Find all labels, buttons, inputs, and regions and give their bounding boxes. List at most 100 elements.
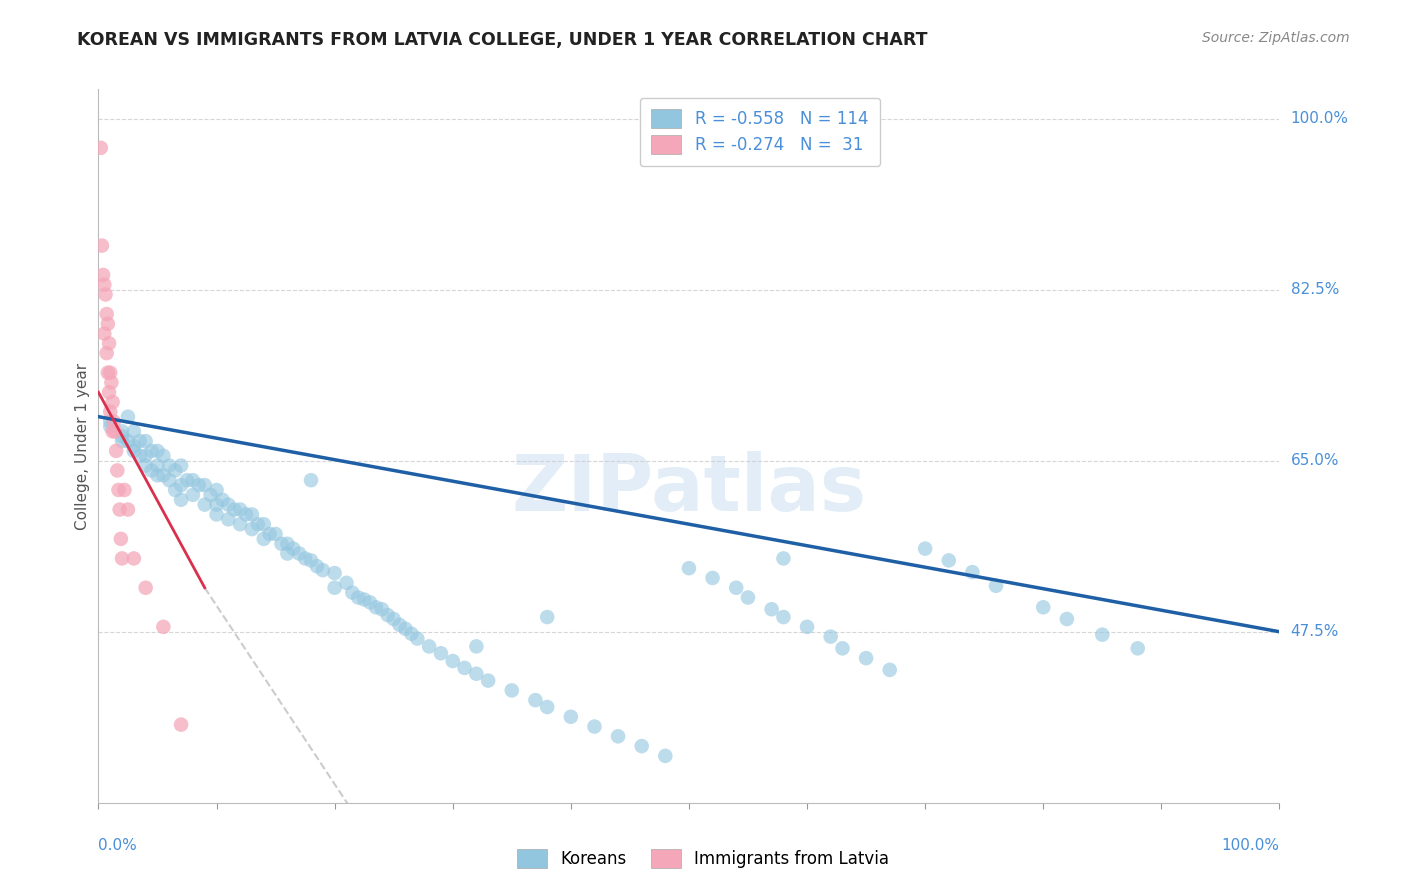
Point [962,565,984,579]
Point [737,591,759,605]
Point [879,663,901,677]
Point [200,488,222,502]
Point [725,581,748,595]
Point [146,458,169,473]
Point [359,595,381,609]
Point [170,478,193,492]
Point [194,498,217,512]
Point [477,673,499,688]
Point [111,551,134,566]
Point [235,508,257,522]
Point [702,571,724,585]
Point [377,608,399,623]
Text: 0.0%: 0.0% [98,838,138,854]
Point [453,661,475,675]
Point [170,492,193,507]
Point [91,268,114,282]
Point [141,443,163,458]
Point [1091,628,1114,642]
Point [135,449,157,463]
Point [430,646,453,660]
Point [276,547,298,561]
Point [560,710,582,724]
Point [176,473,198,487]
Point [388,618,411,632]
Point [97,366,120,380]
Point [240,522,263,536]
Point [98,366,121,380]
Point [90,141,112,155]
Point [205,498,228,512]
Point [524,693,547,707]
Point [607,729,630,743]
Point [984,579,1007,593]
Point [104,425,127,439]
Point [312,563,335,577]
Point [135,581,157,595]
Point [97,317,120,331]
Point [181,473,204,487]
Point [152,468,174,483]
Point [938,553,960,567]
Point [501,683,523,698]
Point [323,581,346,595]
Point [305,559,328,574]
Point [96,346,118,360]
Point [253,517,276,532]
Point [264,527,287,541]
Point [831,641,853,656]
Point [678,561,700,575]
Point [465,666,488,681]
Point [240,508,263,522]
Point [394,622,416,636]
Point [117,502,139,516]
Point [93,326,115,341]
Point [112,483,135,497]
Text: KOREAN VS IMMIGRANTS FROM LATVIA COLLEGE, UNDER 1 YEAR CORRELATION CHART: KOREAN VS IMMIGRANTS FROM LATVIA COLLEGE… [77,31,928,49]
Point [299,553,322,567]
Point [157,458,180,473]
Point [194,478,217,492]
Text: 65.0%: 65.0% [1291,453,1339,468]
Point [157,473,180,487]
Point [165,463,187,477]
Point [152,449,174,463]
Point [772,610,794,624]
Point [224,502,246,516]
Point [105,463,128,477]
Point [335,575,357,590]
Point [117,434,139,449]
Point [98,405,121,419]
Point [152,620,174,634]
Point [772,551,794,566]
Point [187,478,209,492]
Point [288,547,311,561]
Point [761,602,783,616]
Point [583,720,606,734]
Point [347,591,370,605]
Point [101,425,124,439]
Point [98,419,121,434]
Point [128,434,150,449]
Point [96,307,118,321]
Point [270,537,292,551]
Point [135,458,157,473]
Text: 100.0%: 100.0% [1222,838,1279,854]
Point [654,748,676,763]
Point [217,498,239,512]
Point [111,429,134,443]
Point [103,415,125,429]
Point [820,630,842,644]
Point [342,585,364,599]
Point [110,532,132,546]
Point [205,483,228,497]
Point [94,287,117,301]
Point [165,483,187,497]
Text: 82.5%: 82.5% [1291,282,1339,297]
Point [371,602,394,616]
Point [1032,600,1054,615]
Point [98,415,121,429]
Legend: R = -0.558   N = 114, R = -0.274   N =  31: R = -0.558 N = 114, R = -0.274 N = 31 [640,97,880,166]
Text: ZIPatlas: ZIPatlas [512,450,866,527]
Point [122,439,145,453]
